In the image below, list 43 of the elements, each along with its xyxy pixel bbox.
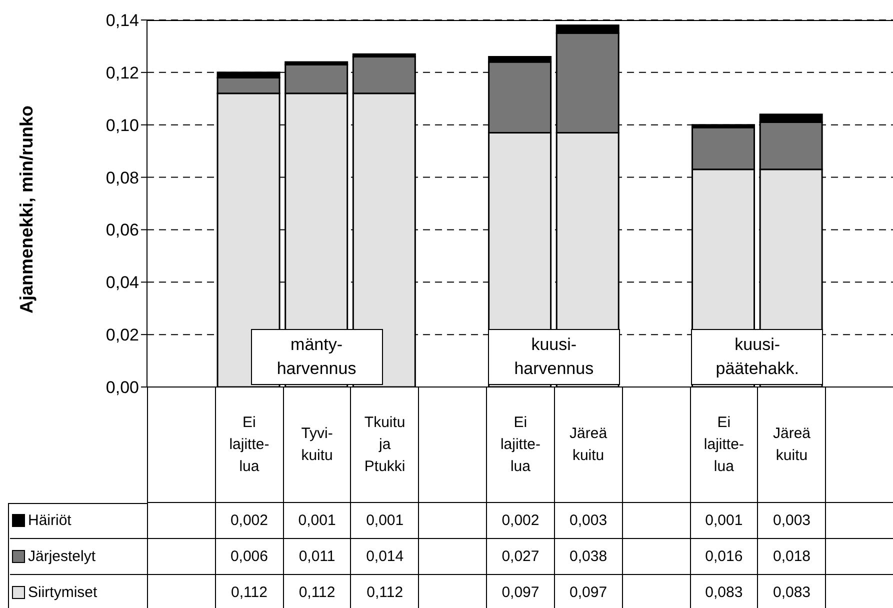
x-tick-label: Tkuitu ja Ptukki [364,412,406,476]
data-label: 0,097 [486,575,554,608]
x-tick-label: Ei lajitte- lua [229,412,270,476]
data-label: 0,002 [214,503,283,539]
data-label: 0,083 [757,575,826,608]
y-tick-label: 0,12 [106,63,139,82]
y-tick-label: 0,06 [106,220,139,240]
data-label: 0,038 [554,539,622,575]
y-axis-title: Ajanmenekki, min/runko [16,105,36,314]
x-tick-label: Järeä kuitu [773,424,811,466]
annotation: kuusi- harvennus [513,334,595,380]
x-tick-label: Ei lajitte- lua [704,412,744,476]
data-label: 0,018 [757,539,826,575]
data-label: 0,112 [214,575,283,608]
data-label: 0,011 [282,539,350,575]
y-tick-label: 0,08 [106,168,139,188]
legend-label: Järjestelyt [28,548,96,565]
y-tick-label: 0,10 [106,116,139,135]
data-label: 0,097 [554,575,622,608]
data-label: 0,014 [350,539,418,575]
x-tick-label: Ei lajitte- lua [500,412,540,476]
data-label: 0,002 [486,503,554,539]
data-label: 0,001 [350,503,418,539]
legend-label: Häiriöt [28,512,72,529]
y-tick-label: 0,14 [106,11,139,30]
legend-label: Siirtymiset [28,584,98,601]
data-label: 0,006 [214,539,283,575]
data-label: 0,027 [486,539,554,575]
data-label: 0,001 [690,503,758,539]
y-tick-label: 0,02 [106,326,139,345]
x-tick-label: Järeä kuitu [570,424,608,466]
data-label: 0,003 [757,503,826,539]
x-tick-label: Tyvi- kuitu [301,424,333,466]
annotation: kuusi- päätehakk. [714,334,800,380]
data-label: 0,112 [282,575,350,608]
data-label: 0,083 [690,575,758,608]
data-label: 0,016 [690,539,758,575]
annotation: mänty- harvennus [276,334,358,380]
y-tick-label: 0,04 [106,273,139,292]
data-label: 0,003 [554,503,622,539]
y-tick-label: 0,00 [106,378,139,398]
data-label: 0,112 [350,575,418,608]
data-label: 0,001 [282,503,350,539]
